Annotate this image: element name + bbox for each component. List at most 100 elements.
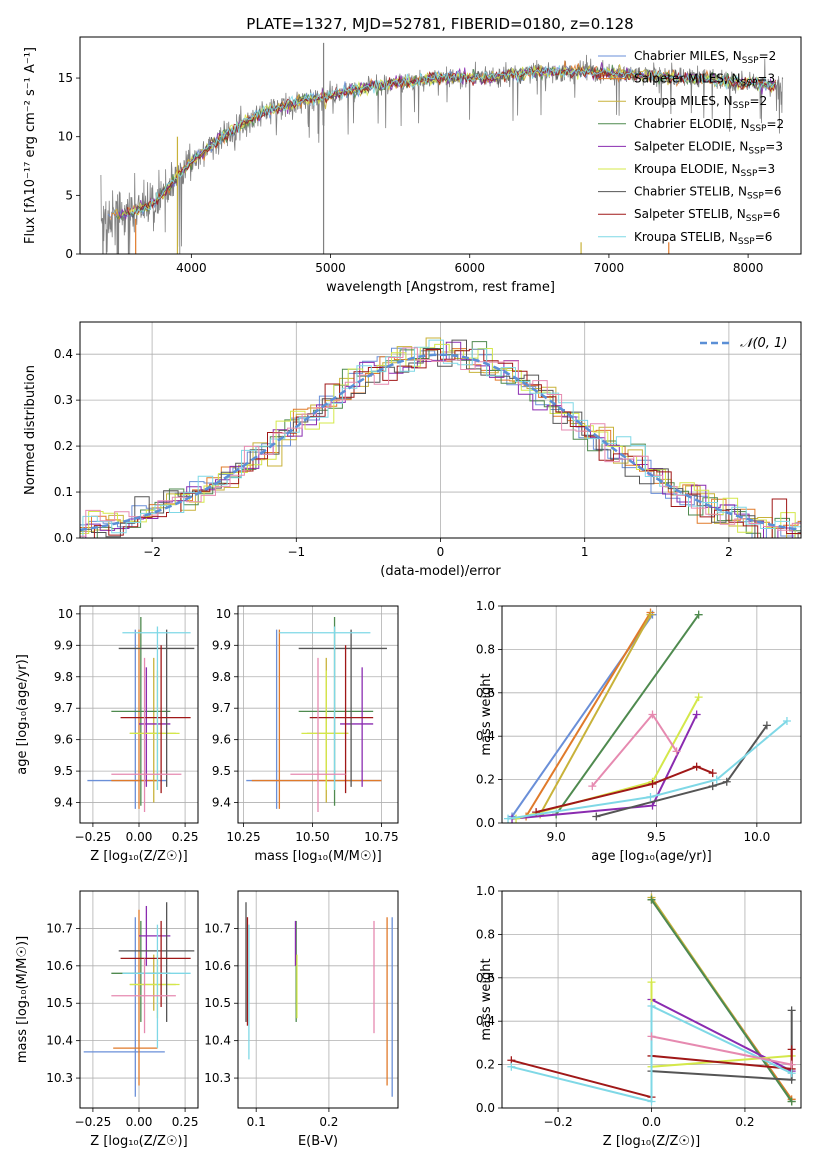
mass-vs-z-panel: −0.25 0.00 0.25 10.3 10.4 10.5 10.6 10.7 Z [log₁… (15, 890, 199, 1149)
legend-label-end: =2 (759, 49, 777, 63)
error-bar-salpeter-miles (113, 909, 158, 1086)
residual-histogram (80, 343, 801, 538)
x-tick-label: 9.0 (547, 830, 566, 844)
residual-histogram (80, 337, 801, 538)
weight-line (511, 1004, 793, 1103)
error-bar-kroupa-miles (129, 954, 176, 1011)
y-tick-label: 0.2 (476, 773, 495, 787)
plot-area (507, 893, 796, 1106)
y-tick-label: 9.9 (54, 638, 73, 652)
error-bar-chabrier-stelib (118, 902, 195, 1022)
error-bar-chabrier-miles (83, 917, 165, 1097)
error-bar-salpeter-stelib (120, 645, 191, 794)
legend-label-end: =6 (763, 207, 781, 221)
axes-frame (237, 605, 399, 824)
weight-line (525, 611, 652, 818)
error-bar-kroupa-elodie (301, 670, 349, 790)
legend-label-sub: SSP (746, 214, 763, 224)
y-tick-label: 9.8 (212, 670, 231, 684)
model-spectrum-line (129, 65, 776, 215)
weight-marker (648, 801, 657, 810)
residual-histogram (80, 339, 801, 538)
y-tick-label: 5 (65, 188, 73, 202)
error-bar-pink (290, 657, 346, 812)
y-tick-label: 0.3 (54, 393, 73, 407)
weight-marker (787, 1006, 796, 1015)
plot-area (245, 902, 393, 1097)
y-tick-label: 0 (65, 247, 73, 261)
weight-vs-age-panel: 9.0 9.5 10.0 0.0 0.2 0.4 0.6 0.8 1.0 age [log₁₀(a… (476, 599, 802, 864)
y-tick-label: 0.0 (476, 1101, 495, 1115)
x-axis-label: E(B-V) (298, 1134, 338, 1149)
error-bar-pink (111, 958, 176, 1034)
legend-label-sub: SSP (741, 79, 758, 89)
age-vs-mass-panel: 10.25 10.50 10.75 9.4 9.5 9.6 9.7 9.8 9.9 10 mass … (212, 605, 399, 864)
x-tick-label: 0.00 (126, 830, 153, 844)
weight-marker (722, 777, 731, 786)
y-tick-label: 10.5 (204, 996, 231, 1010)
error-bar-kroupa-elodie (129, 954, 180, 1019)
error-bar-salpeter-stelib (309, 645, 374, 794)
axes-frame (79, 36, 802, 255)
x-tick-label: 0.25 (172, 830, 199, 844)
x-axis-label: Z [log₁₀(Z/Z☉)] (90, 849, 187, 864)
error-bar-pink (111, 657, 182, 812)
y-tick-label: 10.7 (46, 921, 73, 935)
error-bar-salpeter-elodie (139, 667, 171, 787)
plot-area (83, 902, 195, 1097)
legend-label-main: Kroupa ELODIE, N (634, 162, 741, 176)
y-tick-label: 9.7 (54, 701, 73, 715)
x-tick-label: 5000 (315, 261, 346, 275)
x-tick-label: 10.75 (364, 830, 398, 844)
weight-line (650, 982, 792, 1068)
legend-label-main: Chabrier ELODIE, N (634, 117, 750, 131)
error-bar-chabrier-stelib (298, 629, 387, 787)
y-tick-label: 10.6 (46, 959, 73, 973)
weight-marker (647, 1002, 656, 1011)
weight-series-pink (647, 1032, 796, 1069)
normal-reference-curve (80, 353, 801, 532)
weight-marker (646, 610, 655, 619)
x-tick-label: −1 (287, 545, 305, 559)
error-bar-chabrier-miles (87, 629, 167, 809)
residuals-panel: −2 −1 0 1 2 0.0 0.1 0.2 0.3 0.4 (data-model)/error… (23, 321, 802, 579)
error-bar-kroupa-stelib (122, 924, 191, 1049)
x-tick-label: 10.0 (743, 830, 770, 844)
y-tick-label: 0.4 (476, 1014, 495, 1028)
x-axis-label: age [log₁₀(age/yr)] (591, 849, 712, 864)
y-tick-label: 0.6 (476, 971, 495, 985)
legend-label-main: Kroupa STELIB, N (634, 230, 738, 244)
y-tick-label: 9.9 (212, 638, 231, 652)
spectrum-panel: 4000 5000 6000 7000 8000 0 5 10 15 wavelength [An… (23, 36, 802, 295)
legend-label-main: Salpeter ELODIE, N (634, 139, 748, 153)
x-tick-label: 10.25 (226, 830, 260, 844)
y-tick-label: 10.7 (204, 921, 231, 935)
legend-label-end: =3 (765, 139, 783, 153)
y-tick-label: 10.5 (46, 996, 73, 1010)
x-tick-label: 6000 (454, 261, 485, 275)
weight-line (507, 720, 788, 820)
weight-marker (692, 762, 701, 771)
legend-label-sub: SSP (738, 237, 755, 247)
y-tick-label: 0.8 (476, 642, 495, 656)
error-bar-salpeter-miles (111, 629, 158, 809)
y-tick-label: 9.5 (212, 764, 231, 778)
weight-marker (694, 693, 703, 702)
error-bar-chabrier-stelib (118, 629, 195, 787)
weight-marker (592, 812, 601, 821)
y-tick-label: 9.8 (54, 670, 73, 684)
y-tick-label: 9.4 (54, 796, 73, 810)
legend-label: Salpeter STELIB, NSSP=6 (634, 207, 780, 224)
x-tick-label: 0.0 (642, 1115, 661, 1129)
axes-frame (501, 890, 802, 1109)
y-tick-label: 10 (58, 130, 73, 144)
legend-label-sub: SSP (733, 101, 750, 111)
y-tick-label: 10.6 (204, 959, 231, 973)
y-tick-label: 0.1 (54, 485, 73, 499)
axes-frame (501, 605, 802, 824)
weight-vs-z-panel: −0.2 0.0 0.2 0.0 0.2 0.4 0.6 0.8 1.0 Z [log₁₀(Z/Z… (476, 884, 802, 1149)
weight-marker (504, 814, 513, 823)
weight-marker (647, 1032, 656, 1041)
weight-marker (646, 792, 655, 801)
